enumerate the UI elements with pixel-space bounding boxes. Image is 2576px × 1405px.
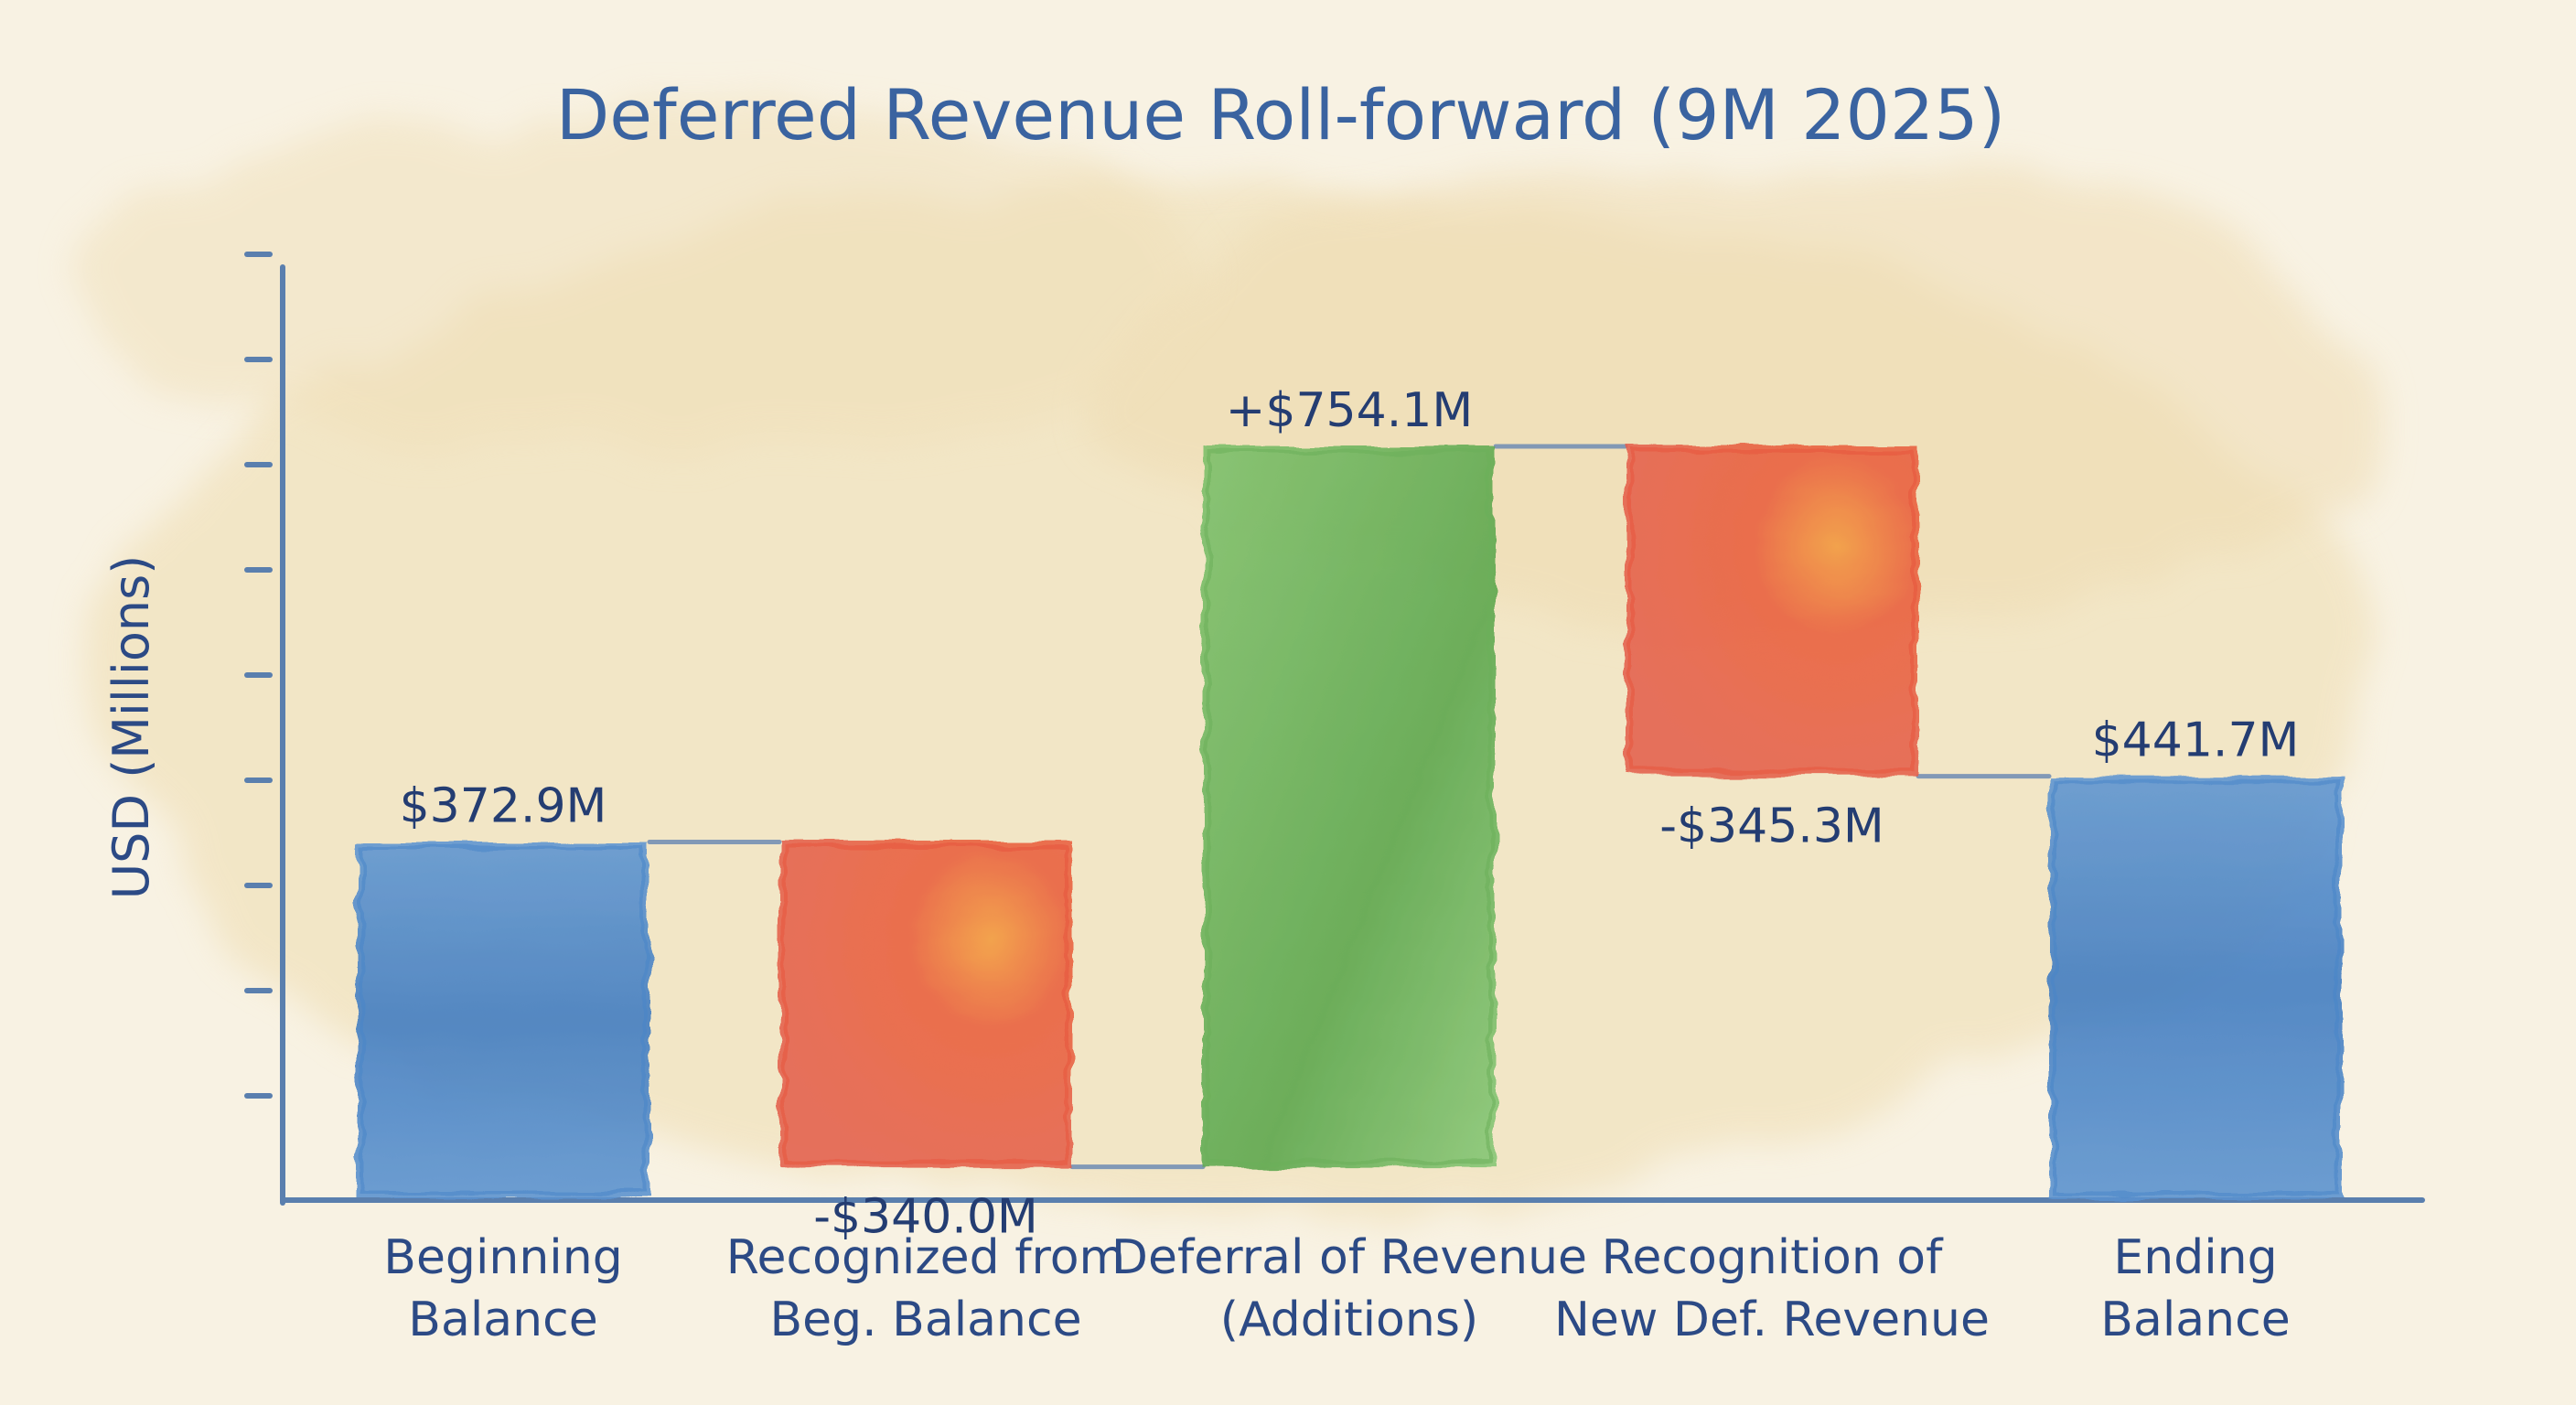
- bar-deferral-of-revenue-additions: [1203, 446, 1496, 1167]
- category-label-recognized-from-beg-balance: Recognized from Beg. Balance: [726, 1230, 1125, 1347]
- bar-ending-balance-edge: [2053, 779, 2338, 1195]
- bar-recognition-of-new-def-revenue: [1626, 446, 1918, 777]
- bar-recognized-from-beg-balance: [779, 842, 1072, 1167]
- data-label-deferral-of-revenue-additions: +$754.1M: [1226, 383, 1473, 438]
- bar-recognition-of-new-def-revenue-edge: [1629, 450, 1915, 773]
- category-label-ending-balance: Ending Balance: [2100, 1230, 2290, 1347]
- data-label-recognized-from-beg-balance: -$340.0M: [813, 1190, 1038, 1245]
- y-axis-label: USD (Millions): [102, 555, 160, 900]
- category-labels: Beginning Balance Recognized from Beg. Bala…: [383, 1230, 2290, 1347]
- data-label-recognition-of-new-def-revenue: -$345.3M: [1659, 799, 1884, 854]
- data-label-ending-balance: $441.7M: [2092, 713, 2300, 768]
- bar-ending-balance: [2049, 776, 2342, 1198]
- bar-beginning-balance: [357, 842, 649, 1198]
- bars: [357, 446, 2342, 1198]
- bar-recognized-from-beg-balance-edge: [783, 845, 1068, 1164]
- bar-recognition-of-new-def-revenue-fill: [1626, 446, 1918, 777]
- bar-beginning-balance-edge: [360, 845, 646, 1195]
- category-label-deferral-of-revenue-additions: Deferral of Revenue (Additions): [1111, 1230, 1587, 1347]
- bar-ending-balance-fill: [2049, 776, 2342, 1198]
- chart-title: Deferred Revenue Roll-forward (9M 2025): [556, 74, 2005, 156]
- bar-deferral-of-revenue-additions-edge: [1207, 450, 1492, 1164]
- bar-deferral-of-revenue-additions-fill: [1203, 446, 1496, 1167]
- bar-recognized-from-beg-balance-fill: [779, 842, 1072, 1167]
- data-label-beginning-balance: $372.9M: [400, 779, 607, 834]
- y-axis-ticks: [244, 252, 273, 1099]
- category-label-recognition-of-new-def-revenue: Recognition of New Def. Revenue: [1554, 1230, 1990, 1347]
- axes: [244, 252, 2425, 1206]
- bar-beginning-balance-fill: [357, 842, 649, 1198]
- connector-lines: [647, 444, 2052, 1170]
- data-labels: $372.9M -$340.0M +$754.1M -$345.3M $441.7M: [400, 383, 2300, 1245]
- category-label-beginning-balance: Beginning Balance: [383, 1230, 622, 1347]
